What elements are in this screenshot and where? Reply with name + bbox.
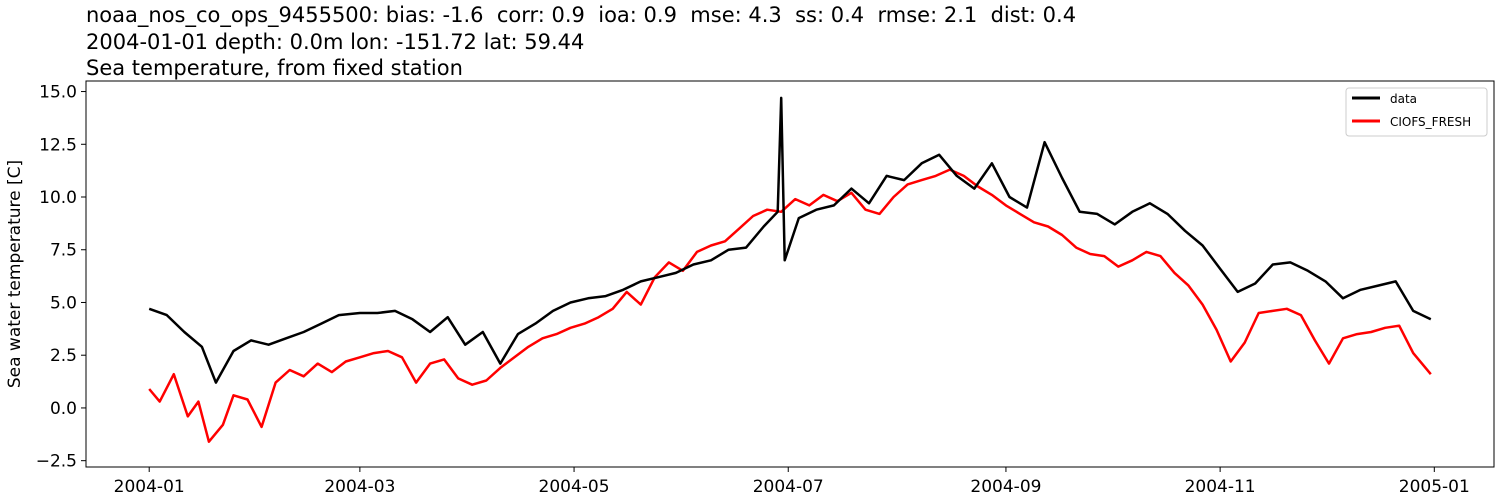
y-tick-label: 15.0 (39, 83, 77, 103)
chart-title-line-1: noaa_nos_co_ops_9455500: bias: -1.6 corr… (86, 3, 1077, 27)
legend-label-data: data (1390, 92, 1417, 106)
series-line-data (148, 96, 1432, 384)
x-tick-label: 2004-05 (539, 477, 610, 497)
chart-title-line-2: 2004-01-01 depth: 0.0m lon: -151.72 lat:… (86, 30, 585, 54)
plot-area-frame (85, 80, 1495, 468)
legend-label-ciofs-fresh: CIOFS_FRESH (1390, 115, 1471, 129)
y-tick-label: −2.5 (36, 452, 77, 472)
y-tick-label: 12.5 (39, 135, 77, 155)
y-tick-label: 0.0 (50, 399, 77, 419)
x-tick-label: 2004-09 (970, 477, 1041, 497)
axes-layer: 2004-01 2004-03 2004-05 2004-07 2004-09 2004-… (36, 83, 1470, 497)
series-layer (148, 96, 1432, 443)
x-tick-label: 2004-01 (114, 477, 185, 497)
chart-legend: data CIOFS_FRESH (1345, 87, 1488, 137)
series-line-ciofs-fresh (148, 168, 1432, 443)
legend-box (1345, 87, 1488, 137)
chart-title-line-3: Sea temperature, from fixed station (86, 56, 463, 80)
y-tick-label: 2.5 (50, 346, 77, 366)
y-tick-label: 7.5 (50, 241, 77, 261)
y-tick-label: 5.0 (50, 293, 77, 313)
y-axis-label: Sea water temperature [C] (5, 160, 25, 388)
x-tick-label: 2004-11 (1185, 477, 1256, 497)
x-tick-label: 2004-07 (753, 477, 824, 497)
x-tick-label: 2005-01 (1399, 477, 1470, 497)
x-tick-label: 2004-03 (324, 477, 395, 497)
y-tick-label: 10.0 (39, 188, 77, 208)
